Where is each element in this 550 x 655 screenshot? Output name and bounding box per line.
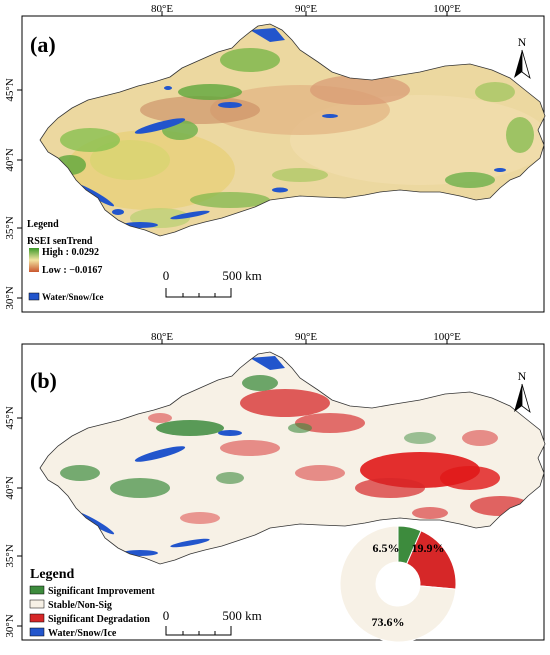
north-arrow-a: N xyxy=(514,35,531,80)
legend-a-water: Water/Snow/Ice xyxy=(42,292,104,302)
legend-a-water-swatch xyxy=(28,292,40,301)
lat-label-45: 45°N xyxy=(4,78,16,101)
lon-label-100: 100°E xyxy=(433,3,461,15)
donut-label-improvement: 6.5% xyxy=(373,541,400,555)
north-label-a: N xyxy=(518,35,527,49)
legend-b-swatch-degradation xyxy=(29,613,45,623)
map-b-svg: 80°E 90°E 100°E 45°N 40°N 35°N 30°N xyxy=(4,331,546,643)
lat-label-40: 40°N xyxy=(4,148,16,171)
map-a-svg: 80°E 90°E 100°E 45°N 40°N 35°N 30°N xyxy=(4,3,546,313)
scalebar-a-end: 500 km xyxy=(222,268,261,283)
legend-b-swatch-stable xyxy=(29,599,45,609)
lat-label-30: 30°N xyxy=(4,286,16,309)
lon-label-100: 100°E xyxy=(433,331,461,343)
legend-b-improvement: Significant Improvement xyxy=(48,586,155,597)
panel-b: 80°E 90°E 100°E 45°N 40°N 35°N 30°N xyxy=(0,328,550,655)
scalebar-a: 0 500 km xyxy=(163,268,262,298)
panel-b-label: (b) xyxy=(30,368,57,393)
donut-slice-stable xyxy=(339,525,457,643)
legend-a-high: High : 0.0292 xyxy=(42,247,99,258)
lon-label-80: 80°E xyxy=(151,3,173,15)
donut-label-degradation: 19.9% xyxy=(412,541,445,555)
legend-a-low: Low : −0.0167 xyxy=(42,265,102,276)
lon-label-90: 90°E xyxy=(295,331,317,343)
legend-b-stable: Stable/Non-Sig xyxy=(48,600,112,611)
legend-b: Legend Significant Improvement Stable/No… xyxy=(29,567,155,639)
legend-a: Legend RSEI senTrend High : 0.0292 Low :… xyxy=(27,219,104,302)
donut-chart xyxy=(339,525,457,643)
lat-label-35: 35°N xyxy=(4,216,16,239)
lat-label-30: 30°N xyxy=(4,614,16,637)
legend-a-ramp xyxy=(29,248,39,272)
map-a-top-ticks xyxy=(17,11,448,299)
legend-b-swatch-water xyxy=(29,627,45,637)
legend-a-subtitle: RSEI senTrend xyxy=(27,236,93,247)
lat-label-40: 40°N xyxy=(4,476,16,499)
north-label-b: N xyxy=(518,369,527,383)
lon-label-80: 80°E xyxy=(151,331,173,343)
panel-a: 80°E 90°E 100°E 45°N 40°N 35°N 30°N xyxy=(0,0,550,327)
lat-label-35: 35°N xyxy=(4,544,16,567)
legend-b-degradation: Significant Degradation xyxy=(48,614,150,625)
scalebar-b-zero: 0 xyxy=(163,608,170,623)
scalebar-b: 0 500 km xyxy=(163,608,262,636)
legend-b-swatch-improvement xyxy=(29,585,45,595)
map-a-frame xyxy=(21,15,545,313)
map-b-ticks xyxy=(17,339,448,627)
scalebar-a-zero: 0 xyxy=(163,268,170,283)
scalebar-b-end: 500 km xyxy=(222,608,261,623)
map-b-region xyxy=(39,351,546,565)
donut-label-stable: 73.6% xyxy=(372,615,405,629)
lon-label-90: 90°E xyxy=(295,3,317,15)
lat-label-45: 45°N xyxy=(4,406,16,429)
legend-a-title: Legend xyxy=(27,219,59,230)
legend-b-water: Water/Snow/Ice xyxy=(48,628,117,639)
map-b-frame xyxy=(21,343,545,641)
panel-a-label: (a) xyxy=(30,32,56,57)
north-arrow-b: N xyxy=(514,369,531,414)
map-a-region xyxy=(39,23,546,237)
legend-b-title: Legend xyxy=(30,567,75,582)
